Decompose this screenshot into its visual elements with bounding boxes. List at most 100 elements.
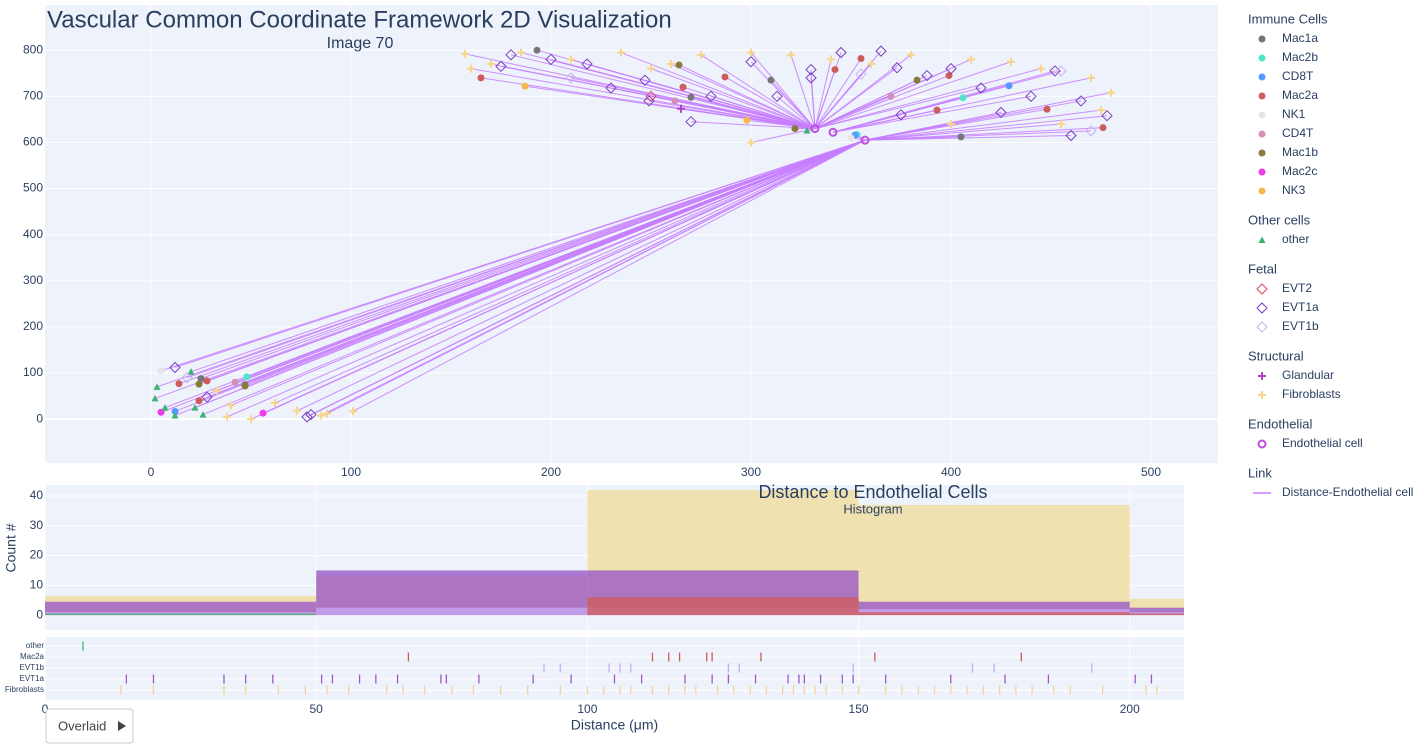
cell-point	[243, 373, 251, 381]
link-line	[814, 87, 982, 130]
link-line	[814, 52, 842, 129]
legend-marker	[1258, 111, 1266, 119]
legend-marker	[1257, 439, 1267, 449]
link-line	[352, 139, 866, 412]
link-line	[154, 139, 866, 399]
cell-point	[895, 109, 907, 121]
cell-point	[533, 46, 541, 54]
link-line	[814, 59, 832, 129]
legend-label: EVT1a	[1282, 300, 1319, 314]
cell-point	[921, 69, 933, 82]
cell-point	[1007, 57, 1015, 66]
cell-point	[645, 90, 657, 103]
cell-point	[847, 134, 855, 142]
cell-point	[349, 407, 357, 416]
cell-point	[157, 367, 165, 375]
plot-area	[45, 490, 1184, 616]
link-line	[296, 139, 866, 412]
link-line	[250, 139, 866, 420]
cell-point	[545, 53, 557, 66]
cell-point	[195, 397, 203, 405]
cell-point	[947, 119, 955, 128]
chart-subtitle: Image 70	[327, 35, 394, 52]
cell-point	[679, 83, 687, 91]
cell-point	[1065, 129, 1077, 142]
link-line	[790, 54, 816, 129]
link-line	[864, 135, 1072, 141]
link-line	[230, 139, 866, 406]
cell-point	[487, 60, 495, 69]
rug-row-label: Mac2a	[20, 652, 45, 661]
cell-point	[791, 125, 799, 133]
histogram-bar	[1129, 613, 1184, 616]
cell-point	[181, 371, 193, 384]
endothelial-point	[810, 124, 820, 134]
link-line	[310, 139, 866, 416]
cell-point	[213, 386, 221, 395]
cell-point	[835, 46, 847, 59]
cell-point	[667, 60, 675, 69]
cell-point	[685, 115, 697, 128]
links	[154, 49, 1112, 420]
button-box[interactable]	[45, 708, 134, 744]
cell-point	[855, 68, 867, 80]
cell-point	[581, 58, 593, 70]
cell-point	[1043, 105, 1051, 113]
y-tick-label: 0	[36, 607, 43, 621]
x-tick-label: 50	[310, 702, 324, 716]
legend-group-title: Other cells	[1248, 212, 1311, 227]
cell-point	[805, 63, 817, 76]
histogram-bar	[858, 504, 1130, 616]
legend-marker	[1256, 302, 1268, 314]
cell-point	[1107, 88, 1115, 97]
mode-button[interactable]: Overlaid	[45, 708, 134, 744]
link-line	[490, 63, 816, 130]
x-tick-label: 300	[741, 465, 761, 479]
legend-marker	[1258, 92, 1266, 100]
link-line	[520, 52, 816, 130]
cell-point	[743, 116, 751, 124]
cell-point	[617, 48, 625, 57]
cell-point	[827, 55, 835, 64]
histogram-bar	[316, 607, 588, 616]
link-line	[670, 63, 816, 130]
endothelial-point	[860, 135, 870, 145]
x-tick-label: 0	[42, 702, 49, 716]
legend-marker	[1258, 54, 1266, 62]
cell-point	[1085, 125, 1097, 137]
legend-label: EVT2	[1282, 281, 1312, 295]
link-line	[226, 139, 866, 418]
chart-subtitle: Histogram	[843, 501, 902, 516]
link-line	[320, 139, 866, 416]
link-line	[832, 70, 1062, 133]
link-line	[174, 139, 866, 369]
cell-point	[191, 404, 199, 411]
cell-point	[247, 415, 255, 424]
legend-label: Glandular	[1282, 368, 1334, 382]
y-tick-label: 10	[30, 578, 44, 592]
legend-label: Mac2c	[1282, 164, 1317, 178]
cell-point	[195, 380, 203, 388]
cell-point	[721, 73, 729, 81]
link-line	[832, 77, 1092, 133]
legend-label: NK1	[1282, 107, 1306, 121]
legend-label: Endothelial cell	[1282, 436, 1363, 450]
button-arrow[interactable]	[118, 721, 126, 731]
cell-point	[259, 409, 267, 417]
link-line	[814, 63, 872, 129]
cell-point	[995, 106, 1007, 119]
legend-marker	[1258, 149, 1266, 157]
histogram-bar	[45, 601, 317, 616]
y-tick-label: 600	[23, 135, 43, 149]
cell-point	[231, 378, 239, 386]
link-line	[194, 139, 866, 409]
link-line	[650, 68, 816, 130]
button-label[interactable]: Overlaid	[58, 718, 106, 733]
cell-point	[787, 50, 795, 59]
link-line	[814, 75, 928, 130]
legend-label: Mac2b	[1282, 50, 1318, 64]
cell-point	[477, 74, 485, 82]
rug-row-label: other	[26, 641, 45, 650]
cell-point	[747, 48, 755, 57]
